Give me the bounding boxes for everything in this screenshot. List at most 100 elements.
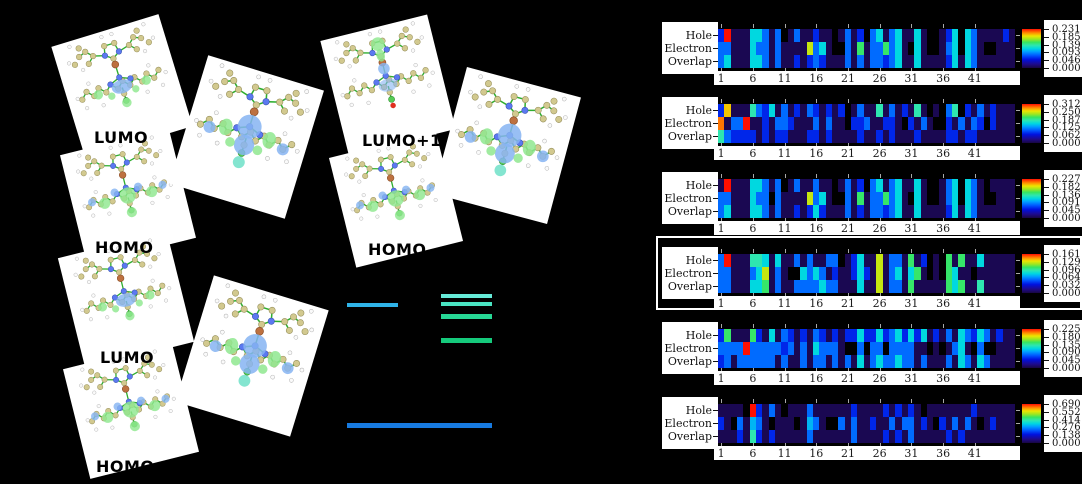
- heatmap-cell: [901, 117, 908, 130]
- row-tick: [713, 185, 718, 186]
- heatmap-cell: [812, 130, 820, 143]
- heatmap-cell: [819, 205, 826, 218]
- row-tick: [713, 110, 718, 111]
- heatmap-cell: [920, 280, 927, 293]
- heatmap-cell: [1002, 254, 1010, 267]
- heatmap-cell: [888, 29, 896, 42]
- heatmap-cell: [724, 329, 731, 342]
- x-tick-label: 26: [872, 372, 887, 385]
- heatmap-cell: [869, 42, 877, 55]
- x-tick-label: 11: [777, 297, 792, 310]
- colorbar-tick-label: 0.552: [1052, 406, 1081, 418]
- heatmap-cell: [1009, 254, 1016, 267]
- heatmap-cell: [787, 329, 794, 342]
- heatmap-cell: [743, 29, 750, 42]
- heatmap-cell: [1002, 42, 1010, 55]
- heatmap-cell: [724, 192, 731, 205]
- heatmap-cell: [996, 355, 1003, 368]
- heatmap-cell: [914, 404, 921, 417]
- heatmap-cell: [774, 42, 782, 55]
- heatmap-cell: [787, 192, 794, 205]
- heatmap-row-label: Electron: [664, 267, 712, 280]
- heatmap-cell: [895, 55, 902, 68]
- heatmap-cell: [812, 404, 820, 417]
- x-tick-bottom: [784, 68, 786, 71]
- heatmap-cell: [971, 192, 978, 205]
- heatmap-cell: [838, 179, 845, 192]
- heatmap-cell: [724, 430, 731, 443]
- heatmap-cell: [996, 42, 1003, 55]
- heatmap-cell: [774, 267, 782, 280]
- row-tick: [713, 410, 718, 411]
- x-tick-label: 31: [904, 222, 919, 235]
- heatmap-cell: [1009, 280, 1016, 293]
- heatmap-cell: [971, 130, 978, 143]
- colorbar-tick-label: 0.136: [1052, 189, 1081, 201]
- heatmap-row: [718, 192, 1016, 205]
- heatmap-cell: [730, 430, 737, 443]
- heatmap-cell: [876, 192, 883, 205]
- heatmap-cell: [749, 329, 756, 342]
- heatmap-cell: [806, 342, 813, 355]
- colorbar-tick-label: 0.180: [1052, 331, 1081, 343]
- heatmap-cell: [939, 55, 946, 68]
- heatmap-cell: [907, 192, 915, 205]
- heatmap-cell: [755, 192, 763, 205]
- heatmap-cell: [926, 267, 934, 280]
- heatmap-cell: [901, 342, 908, 355]
- heatmap-cell: [749, 104, 756, 117]
- colorbar-tick: [1044, 119, 1049, 121]
- heatmap-cell: [774, 404, 782, 417]
- heatmap-row-label: Electron: [664, 192, 712, 205]
- heatmap-cell: [920, 404, 927, 417]
- heatmap-cell: [800, 42, 807, 55]
- heatmap-cell: [812, 192, 820, 205]
- row-tick-right: [1016, 211, 1020, 212]
- heatmap-cell: [787, 55, 794, 68]
- x-tick-label: 41: [967, 72, 982, 85]
- x-tick-label: 11: [777, 147, 792, 160]
- heatmap-cell: [724, 355, 731, 368]
- heatmap-cell: [933, 267, 940, 280]
- heatmap-cell: [749, 205, 756, 218]
- heatmap-cell: [977, 355, 984, 368]
- heatmap-cell: [907, 430, 915, 443]
- heatmap-cell: [914, 42, 921, 55]
- heatmap-cell: [882, 192, 889, 205]
- heatmap-cell: [945, 430, 953, 443]
- heatmap-cell: [749, 267, 756, 280]
- heatmap-cell: [857, 205, 864, 218]
- heatmap-cell: [895, 192, 902, 205]
- heatmap-cell: [996, 117, 1003, 130]
- colorbar-tick-label: 0.000: [1052, 63, 1081, 74]
- colorbar-label-background: [1044, 395, 1082, 452]
- heatmap-cell: [1009, 29, 1016, 42]
- heatmap-cell: [831, 179, 839, 192]
- heatmap-cell: [964, 417, 972, 430]
- row-tick: [713, 361, 718, 362]
- colorbar-label-background: [1044, 320, 1082, 377]
- heatmap-cell: [762, 280, 769, 293]
- heatmap-cell: [787, 254, 794, 267]
- heatmap-cell: [730, 42, 737, 55]
- heatmap-cell: [939, 42, 946, 55]
- x-tick-top: [974, 249, 976, 253]
- heatmap-cell: [825, 130, 832, 143]
- x-tick-label: 26: [872, 147, 887, 160]
- heatmap-cell: [755, 104, 763, 117]
- heatmap-row-label: Overlap: [667, 280, 712, 293]
- x-tick-bottom: [974, 443, 976, 446]
- colorbar: [1022, 254, 1041, 293]
- heatmap-cell: [907, 329, 915, 342]
- heatmap-cell: [1002, 29, 1010, 42]
- colorbar-tick: [1044, 111, 1049, 113]
- x-tick-label: 36: [936, 447, 951, 460]
- x-tick-bottom: [752, 218, 754, 221]
- x-tick-bottom: [847, 443, 849, 446]
- heatmap-cell: [730, 104, 737, 117]
- heatmap-cell: [971, 55, 978, 68]
- x-tick-bottom: [847, 68, 849, 71]
- heatmap-cell: [869, 192, 877, 205]
- heatmap-cell: [907, 205, 915, 218]
- x-tick-top: [943, 249, 945, 253]
